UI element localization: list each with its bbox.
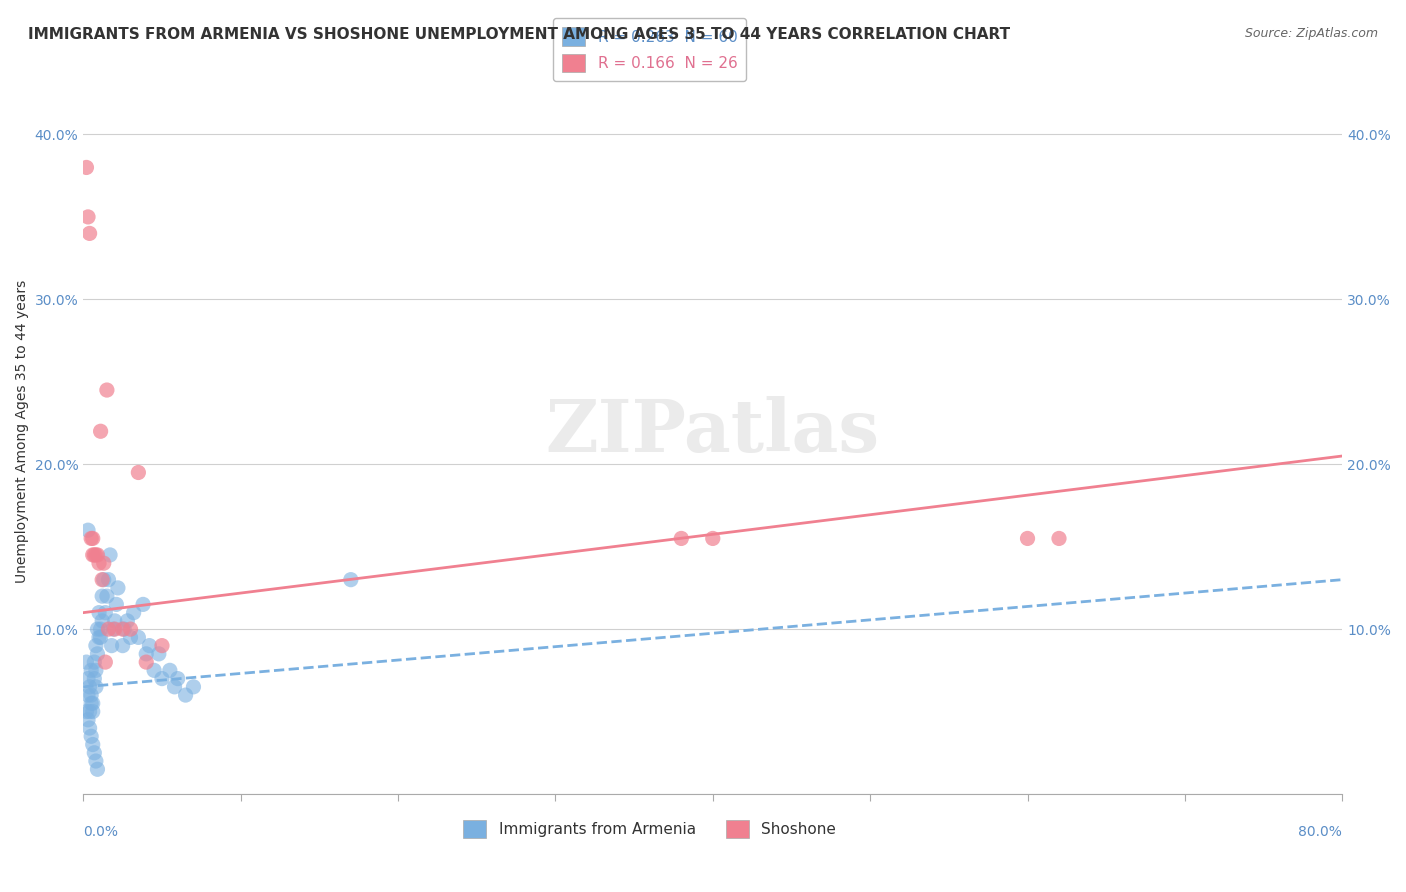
Point bbox=[150, 672, 173, 686]
Point bbox=[340, 573, 363, 587]
Point bbox=[112, 622, 135, 636]
Point bbox=[86, 622, 108, 636]
Point bbox=[135, 647, 157, 661]
Point bbox=[86, 762, 108, 776]
Point bbox=[97, 573, 120, 587]
Point bbox=[86, 647, 108, 661]
Point bbox=[75, 655, 97, 669]
Point bbox=[83, 746, 105, 760]
Point bbox=[86, 548, 108, 562]
Point bbox=[80, 688, 103, 702]
Y-axis label: Unemployment Among Ages 35 to 44 years: Unemployment Among Ages 35 to 44 years bbox=[15, 279, 30, 582]
Point bbox=[120, 631, 142, 645]
Point bbox=[148, 647, 170, 661]
Point bbox=[111, 639, 134, 653]
Point bbox=[84, 664, 107, 678]
Point bbox=[1047, 532, 1070, 546]
Point bbox=[80, 664, 103, 678]
Point bbox=[83, 548, 105, 562]
Point bbox=[84, 548, 107, 562]
Point bbox=[93, 556, 115, 570]
Point bbox=[138, 639, 160, 653]
Point bbox=[82, 696, 104, 710]
Point bbox=[79, 227, 101, 241]
Point bbox=[79, 680, 101, 694]
Text: ZIPatlas: ZIPatlas bbox=[546, 396, 880, 467]
Point bbox=[77, 688, 100, 702]
Text: IMMIGRANTS FROM ARMENIA VS SHOSHONE UNEMPLOYMENT AMONG AGES 35 TO 44 YEARS CORRE: IMMIGRANTS FROM ARMENIA VS SHOSHONE UNEM… bbox=[28, 27, 1011, 42]
Point bbox=[122, 606, 145, 620]
Point bbox=[96, 383, 118, 397]
Text: 80.0%: 80.0% bbox=[1298, 824, 1343, 838]
Point bbox=[87, 606, 110, 620]
Point bbox=[159, 664, 181, 678]
Point bbox=[82, 738, 104, 752]
Point bbox=[100, 639, 122, 653]
Point bbox=[103, 622, 125, 636]
Point bbox=[87, 556, 110, 570]
Point bbox=[150, 639, 173, 653]
Point bbox=[77, 713, 100, 727]
Point bbox=[83, 655, 105, 669]
Point bbox=[127, 466, 149, 480]
Point bbox=[671, 532, 693, 546]
Point bbox=[96, 589, 118, 603]
Point bbox=[105, 598, 128, 612]
Point bbox=[174, 688, 197, 702]
Point bbox=[90, 424, 112, 438]
Point bbox=[84, 754, 107, 768]
Point bbox=[98, 548, 121, 562]
Point bbox=[104, 622, 127, 636]
Point bbox=[77, 210, 100, 224]
Legend: Immigrants from Armenia, Shoshone: Immigrants from Armenia, Shoshone bbox=[457, 814, 842, 845]
Point bbox=[163, 680, 186, 694]
Point bbox=[75, 705, 97, 719]
Text: Source: ZipAtlas.com: Source: ZipAtlas.com bbox=[1244, 27, 1378, 40]
Point bbox=[80, 532, 103, 546]
Point bbox=[87, 631, 110, 645]
Point bbox=[166, 672, 188, 686]
Point bbox=[77, 672, 100, 686]
Point bbox=[132, 598, 155, 612]
Point bbox=[107, 581, 129, 595]
Point bbox=[90, 631, 112, 645]
Point bbox=[80, 729, 103, 743]
Point bbox=[82, 532, 104, 546]
Point bbox=[91, 589, 114, 603]
Point bbox=[82, 705, 104, 719]
Point bbox=[90, 622, 112, 636]
Point bbox=[143, 664, 166, 678]
Point bbox=[91, 614, 114, 628]
Point bbox=[94, 606, 117, 620]
Point bbox=[94, 655, 117, 669]
Point bbox=[80, 696, 103, 710]
Point bbox=[79, 721, 101, 735]
Point bbox=[117, 614, 139, 628]
Point bbox=[84, 639, 107, 653]
Point bbox=[1017, 532, 1039, 546]
Point bbox=[104, 614, 127, 628]
Point bbox=[82, 548, 104, 562]
Point bbox=[75, 161, 97, 175]
Point bbox=[135, 655, 157, 669]
Point bbox=[97, 622, 120, 636]
Point bbox=[183, 680, 205, 694]
Text: 0.0%: 0.0% bbox=[83, 824, 118, 838]
Point bbox=[127, 631, 149, 645]
Point bbox=[84, 680, 107, 694]
Point bbox=[77, 523, 100, 537]
Point bbox=[93, 573, 115, 587]
Point bbox=[120, 622, 142, 636]
Point bbox=[79, 705, 101, 719]
Point bbox=[702, 532, 724, 546]
Point bbox=[91, 573, 114, 587]
Point bbox=[83, 672, 105, 686]
Point bbox=[111, 622, 134, 636]
